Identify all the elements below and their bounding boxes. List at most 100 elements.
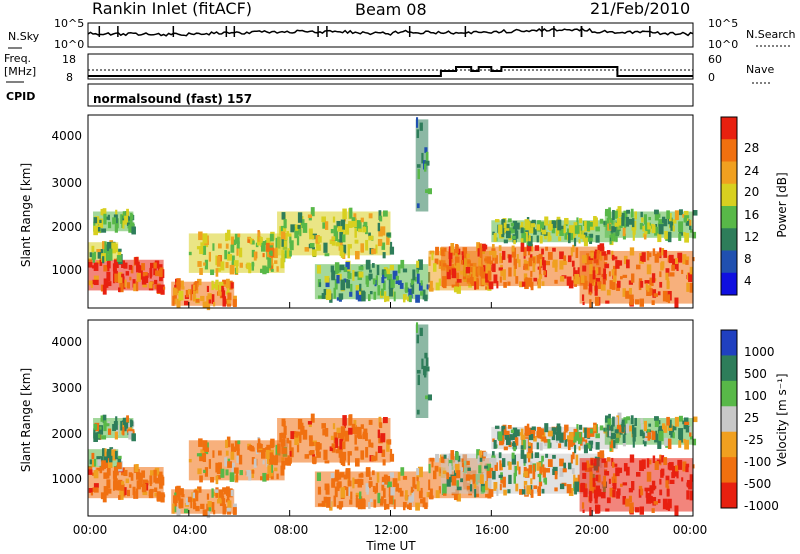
power-echo-cell [661,216,666,223]
power-echo-cell [230,282,234,289]
power-echo-cell [461,255,464,265]
power-echo-cell [518,259,521,268]
velocity-echo-cell [592,477,596,487]
velocity-echo-cell [88,488,93,493]
velocity-echo-cell [579,424,583,430]
velocity-echo-cell [537,486,541,496]
power-echo-cell [640,280,644,288]
nave-tick-bottom: 0 [708,71,715,84]
power-echo-cell [211,280,214,291]
velocity-echo-cell [331,478,336,488]
velocity-echo-cell [446,472,449,480]
power-echo-cell [185,289,189,298]
velocity-echo-cell [345,469,350,477]
power-echo-cell [424,163,427,172]
velocity-echo-cell [474,489,477,498]
power-echo-cell [106,244,110,250]
velocity-echo-cell [416,369,421,374]
power-echo-cell [416,260,420,268]
velocity-echo-cell [486,463,492,475]
velocity-echo-cell [216,475,221,480]
velocity-echo-cell [302,429,308,440]
power-echo-cell [197,261,202,267]
power-echo-cell [289,250,292,257]
power-echo-cell [412,269,416,281]
power-echo-cell [450,243,455,253]
velocity-echo-cell [114,450,118,460]
power-echo-cell [642,225,645,232]
velocity-echo-cell [226,507,231,513]
velocity-echo-cell [528,442,531,447]
velocity-echo-cell [323,449,328,460]
power-echo-cell [381,288,384,296]
power-echo-cell [473,276,477,282]
power-echo-cell [651,300,655,306]
velocity-echo-cell [234,440,240,451]
power-echo-cell [266,248,271,258]
power-echo-cell [478,257,482,266]
power-echo-cell [90,284,94,288]
velocity-echo-cell [259,443,263,449]
power-echo-cell [689,225,692,230]
power-echo-cell [93,225,98,236]
velocity-echo-cell [122,417,126,426]
noise-left-tick-bottom: 10^0 [54,38,84,51]
velocity-echo-cell [574,432,580,441]
power-echo-cell [334,230,339,242]
power-echo-cell [368,235,374,241]
power-echo-cell [456,272,459,280]
power-echo-cell [684,232,689,243]
power-echo-cell [282,227,287,232]
velocity-echo-cell [228,488,233,498]
velocity-echo-cell [226,511,232,515]
power-echo-cell [478,243,482,251]
velocity-echo-cell [269,440,274,449]
power-echo-cell [472,266,476,277]
velocity-echo-cell [190,497,193,509]
power-echo-cell [148,281,153,289]
power-echo-cell [595,277,601,283]
power-echo-cell [536,255,542,264]
velocity-echo-cell [155,477,160,484]
velocity-echo-cell [615,467,620,477]
power-echo-cell [338,293,344,300]
power-echo-cell [608,223,611,230]
velocity-echo-cell [310,413,315,423]
velocity-echo-cell [689,432,692,437]
velocity-echo-cell [377,445,383,454]
power-echo-cell [99,258,103,266]
velocity-echo-cell [180,488,184,495]
power-echo-cell [492,250,497,258]
velocity-echo-cell [233,446,237,453]
velocity-echo-cell [356,426,362,438]
power-echo-cell [564,232,568,240]
power-echo-cell [658,224,664,235]
velocity-echo-cell [369,498,373,503]
power-echo-cell [126,222,130,226]
velocity-echo-cell [351,423,356,428]
velocity-echo-cell [416,476,419,482]
velocity-echo-cell [330,435,334,441]
velocity-echo-cell [677,459,683,470]
power-echo-cell [397,264,401,274]
velocity-echo-cell [644,487,650,492]
power-echo-region [415,119,429,212]
power-echo-cell [109,248,113,257]
velocity-echo-cell [562,468,567,473]
power-echo-cell [686,282,690,292]
velocity-echo-cell [247,446,251,450]
power-echo-cell [297,212,303,223]
velocity-echo-cell [332,423,336,430]
velocity-echo-cell [309,450,315,455]
power-echo-cell [103,213,107,225]
power-echo-cell [352,270,355,281]
velocity-echo-cell [507,425,512,429]
velocity-echo-cell [635,471,641,477]
power-echo-cell [484,273,489,283]
velocity-echo-cell [654,416,659,421]
velocity-echo-cell [282,434,287,439]
velocity-echo-cell [622,482,628,486]
velocity-echo-cell [232,507,237,515]
velocity-echo-cell [335,449,341,454]
velocity-echo-cell [685,463,690,468]
